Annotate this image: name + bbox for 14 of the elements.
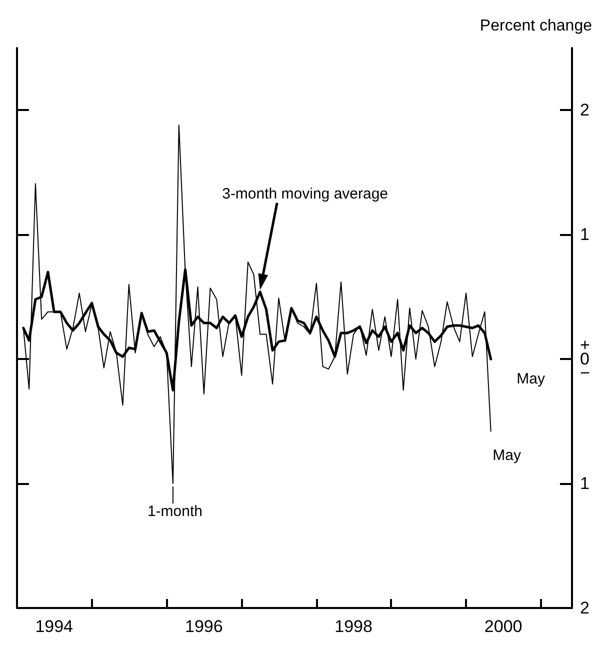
annotation: May — [492, 446, 522, 464]
y-axis-title: Percent change — [480, 18, 592, 34]
y-tick-label: 2 — [580, 598, 590, 618]
annotation: May — [516, 370, 546, 388]
y-tick-label: 1 — [580, 225, 590, 244]
x-tick-label: 1996 — [185, 617, 223, 636]
x-tick-label: 1998 — [334, 617, 372, 636]
y-tick-label: 1 — [580, 474, 590, 494]
annotation: 3-month moving average — [222, 185, 388, 202]
x-tick-label: 2000 — [484, 617, 522, 636]
y-tick-label: 2 — [580, 100, 590, 120]
x-tick-label: 1994 — [35, 617, 74, 636]
y-tick-label: + 0 − — [580, 336, 590, 383]
annotation: 1-month — [147, 503, 202, 520]
